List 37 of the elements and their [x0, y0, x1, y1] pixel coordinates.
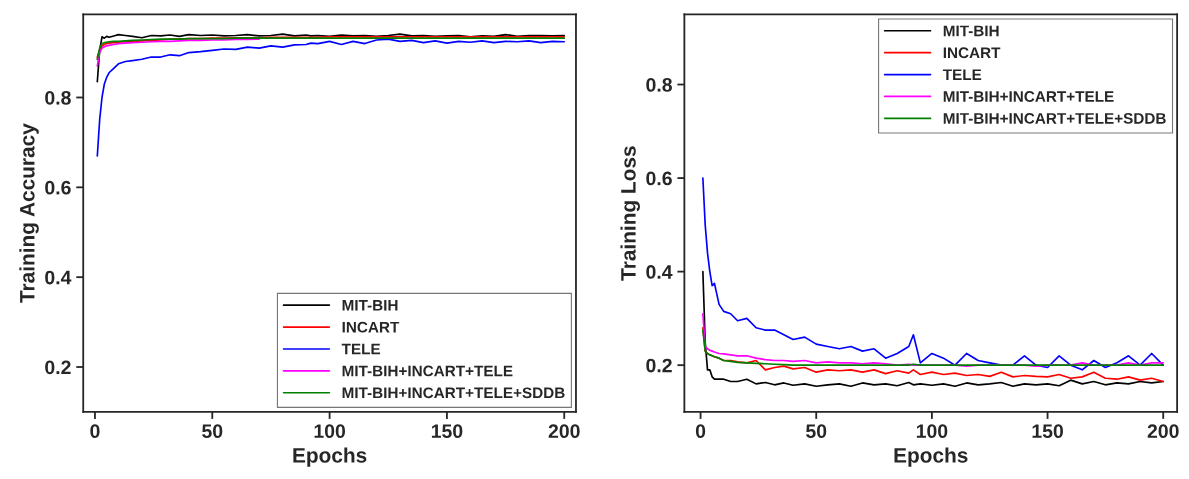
legend-label: INCART [342, 321, 400, 333]
y-tick-label: 0.2 [646, 358, 672, 373]
x-tick-label: 150 [1032, 424, 1063, 439]
line-series [96, 38, 261, 67]
legend-label: TELE [942, 69, 982, 80]
x-tick-label: 100 [916, 424, 948, 439]
y-tick-label: 0.4 [646, 265, 673, 279]
x-tick-label: 150 [431, 424, 463, 439]
x-tick-label: 50 [806, 424, 827, 439]
legend-label: MIT-BIH+INCART+TELE+SDDB [943, 112, 1166, 124]
x-tick-label: 100 [314, 424, 346, 439]
y-tick-label: 0.6 [646, 171, 672, 186]
x-axis-title: Epochs [894, 447, 968, 467]
line-series [96, 38, 566, 157]
legend-label: INCART [943, 47, 1001, 59]
legend-label: MIT-BIH [342, 300, 398, 311]
y-tick-label: 0.4 [45, 270, 72, 285]
y-axis-title: Training Accuracy [19, 123, 39, 303]
y-axis-title: Training Loss [620, 146, 640, 281]
line-series [702, 329, 1165, 367]
x-tick-label: 200 [1147, 424, 1179, 439]
x-axis-title: Epochs [293, 447, 367, 467]
y-tick-label: 0.8 [45, 90, 71, 105]
line-series [702, 270, 1165, 388]
legend-label: MIT-BIH+INCART+TELE [342, 365, 513, 377]
line-series [96, 33, 566, 83]
x-tick-label: 0 [90, 424, 100, 439]
legend-label: MIT-BIH+INCART+TELE [943, 91, 1114, 102]
y-tick-label: 0.6 [45, 180, 71, 195]
legend-label: MIT-BIH+INCART+TELE+SDDB [342, 387, 565, 399]
x-tick-label: 50 [202, 424, 223, 439]
y-tick-label: 0.2 [45, 360, 71, 375]
y-tick-label: 0.8 [646, 78, 672, 92]
legend-label: TELE [341, 343, 381, 355]
x-tick-label: 0 [695, 424, 706, 439]
x-tick-label: 200 [548, 424, 580, 439]
legend-label: MIT-BIH [943, 25, 999, 37]
